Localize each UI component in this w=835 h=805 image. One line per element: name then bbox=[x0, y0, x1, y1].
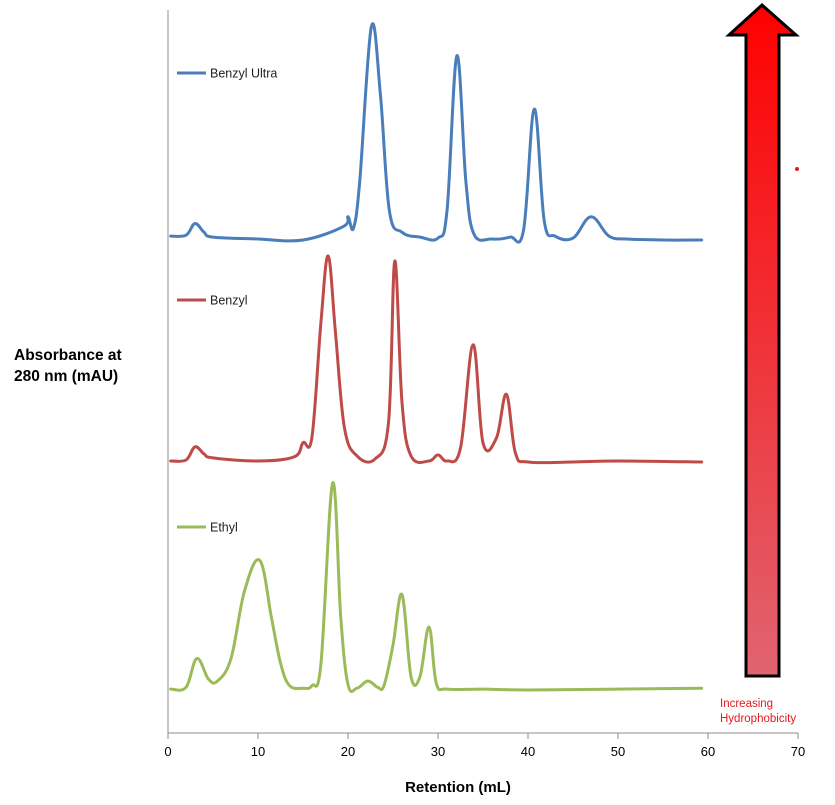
annotation-line-2: Hydrophobicity bbox=[720, 713, 796, 725]
annotation-line-1: Increasing bbox=[720, 698, 773, 710]
axes: 0 10 20 30 40 50 60 70 bbox=[164, 10, 805, 759]
y-axis-title-line-1: Absorbance at bbox=[14, 347, 122, 364]
x-tick-label: 30 bbox=[431, 744, 445, 759]
y-axis-title: Absorbance at 280 nm (mAU) bbox=[14, 345, 122, 387]
x-tick-label: 10 bbox=[251, 744, 265, 759]
hydrophobicity-arrow bbox=[725, 2, 800, 678]
hydrophobicity-annotation: Increasing Hydrophobicity bbox=[720, 2, 800, 725]
series-benzyl-line bbox=[169, 254, 704, 465]
x-axis-title: Retention (mL) bbox=[405, 779, 511, 796]
series-benzyl-ultra-line bbox=[169, 22, 704, 244]
legend-label-benzyl: Benzyl bbox=[210, 294, 248, 308]
x-tick-label: 70 bbox=[791, 744, 805, 759]
series-layer bbox=[169, 22, 704, 693]
x-tick-label: 40 bbox=[521, 744, 535, 759]
series-ethyl-line bbox=[169, 481, 704, 693]
legend: Benzyl Ultra Benzyl Ethyl bbox=[177, 67, 277, 535]
y-axis-title-line-2: 280 nm (mAU) bbox=[14, 368, 119, 385]
legend-label-benzyl-ultra: Benzyl Ultra bbox=[210, 67, 277, 81]
x-tick-label: 20 bbox=[341, 744, 355, 759]
marker-dot bbox=[795, 167, 799, 171]
x-tick-label: 0 bbox=[164, 744, 171, 759]
legend-label-ethyl: Ethyl bbox=[210, 521, 238, 535]
x-tick-label: 60 bbox=[701, 744, 715, 759]
x-tick-label: 50 bbox=[611, 744, 625, 759]
